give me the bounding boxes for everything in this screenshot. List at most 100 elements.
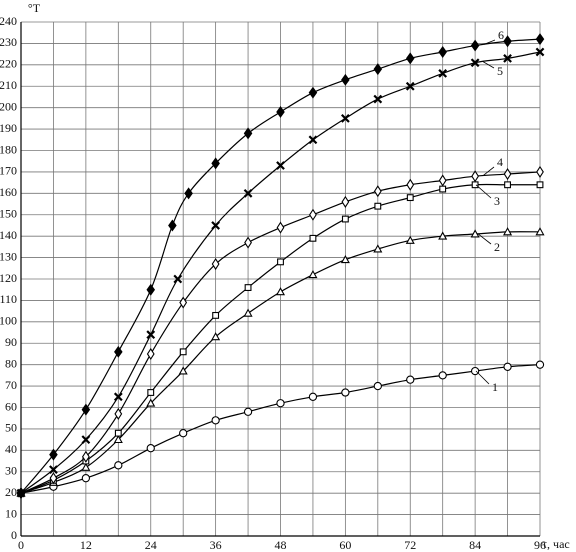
marker: [438, 174, 447, 187]
marker: [309, 234, 317, 242]
x-tick-label: 48: [275, 538, 287, 552]
marker: [341, 195, 350, 208]
series-label: 1: [492, 380, 498, 394]
marker: [438, 231, 448, 240]
series-label: 5: [497, 64, 503, 78]
marker: [406, 178, 415, 191]
x-tick-label: 84: [469, 538, 481, 552]
marker: [146, 444, 155, 453]
marker: [341, 388, 350, 397]
marker: [438, 45, 447, 58]
marker: [503, 168, 512, 181]
y-tick-label: 200: [0, 99, 17, 113]
y-tick-label: 240: [0, 14, 17, 28]
y-tick-label: 120: [0, 271, 17, 285]
marker: [535, 33, 545, 46]
marker: [243, 127, 253, 140]
marker: [503, 54, 512, 63]
label-leader: [475, 184, 492, 199]
marker: [276, 105, 285, 118]
y-tick-label: 90: [5, 335, 17, 349]
marker: [146, 283, 156, 296]
marker: [211, 221, 221, 230]
marker: [406, 194, 414, 202]
marker: [308, 392, 318, 401]
marker: [146, 347, 155, 361]
marker: [114, 345, 123, 358]
y-tick-label: 70: [5, 378, 17, 392]
label-leader: [482, 61, 495, 69]
marker: [179, 296, 188, 309]
y-tick-label: 40: [5, 442, 17, 456]
marker: [49, 448, 58, 461]
marker: [211, 332, 221, 341]
marker: [536, 165, 544, 178]
marker: [536, 181, 544, 189]
marker: [470, 366, 480, 376]
marker: [470, 229, 480, 238]
marker: [243, 407, 253, 416]
marker: [243, 308, 253, 317]
y-axis-label: °T: [28, 1, 41, 15]
marker: [211, 257, 220, 271]
marker: [212, 311, 220, 319]
marker: [405, 52, 415, 65]
label-leader: [482, 166, 495, 176]
y-tick-label: 150: [0, 207, 17, 221]
label-leader: [477, 233, 492, 245]
x-tick-label: 24: [145, 538, 157, 552]
marker: [277, 258, 284, 266]
marker: [341, 73, 350, 86]
marker: [276, 161, 285, 170]
marker: [276, 399, 285, 408]
marker: [340, 254, 350, 264]
marker: [308, 269, 318, 279]
marker: [179, 429, 188, 438]
marker: [309, 208, 317, 221]
x-tick-label: 0: [18, 538, 24, 552]
marker: [243, 188, 253, 198]
y-tick-label: 180: [0, 142, 17, 156]
marker: [113, 392, 123, 402]
marker: [184, 187, 193, 200]
marker: [373, 94, 383, 104]
marker: [114, 461, 123, 470]
series-label: 2: [494, 240, 500, 254]
label-leader: [483, 39, 496, 45]
marker: [146, 398, 156, 407]
marker: [535, 47, 545, 57]
marker: [308, 135, 318, 145]
x-axis-label: τ, час: [542, 537, 570, 551]
marker: [503, 362, 512, 371]
marker: [168, 219, 177, 232]
label-leader: [475, 370, 490, 385]
series-label: 4: [497, 155, 503, 169]
y-tick-label: 50: [5, 421, 17, 435]
marker: [504, 181, 511, 189]
y-tick-label: 10: [5, 506, 17, 520]
marker: [113, 434, 123, 444]
marker: [439, 185, 447, 193]
marker: [81, 403, 91, 416]
x-tick-label: 72: [404, 538, 416, 552]
y-tick-label: 60: [5, 399, 17, 413]
x-tick-label: 96: [534, 538, 546, 552]
marker: [179, 348, 187, 356]
marker: [503, 35, 512, 48]
y-tick-label: 30: [5, 464, 17, 478]
marker: [49, 465, 58, 474]
y-tick-label: 140: [0, 228, 17, 242]
marker: [114, 407, 123, 420]
y-tick-label: 210: [0, 78, 17, 92]
marker: [49, 472, 58, 485]
marker: [373, 185, 382, 198]
series-label: 6: [498, 28, 504, 42]
marker: [373, 63, 383, 76]
y-tick-label: 110: [0, 292, 17, 306]
marker: [81, 450, 90, 463]
marker: [406, 375, 415, 384]
x-tick-label: 12: [80, 538, 92, 552]
y-tick-label: 100: [0, 314, 17, 328]
marker: [535, 360, 545, 369]
